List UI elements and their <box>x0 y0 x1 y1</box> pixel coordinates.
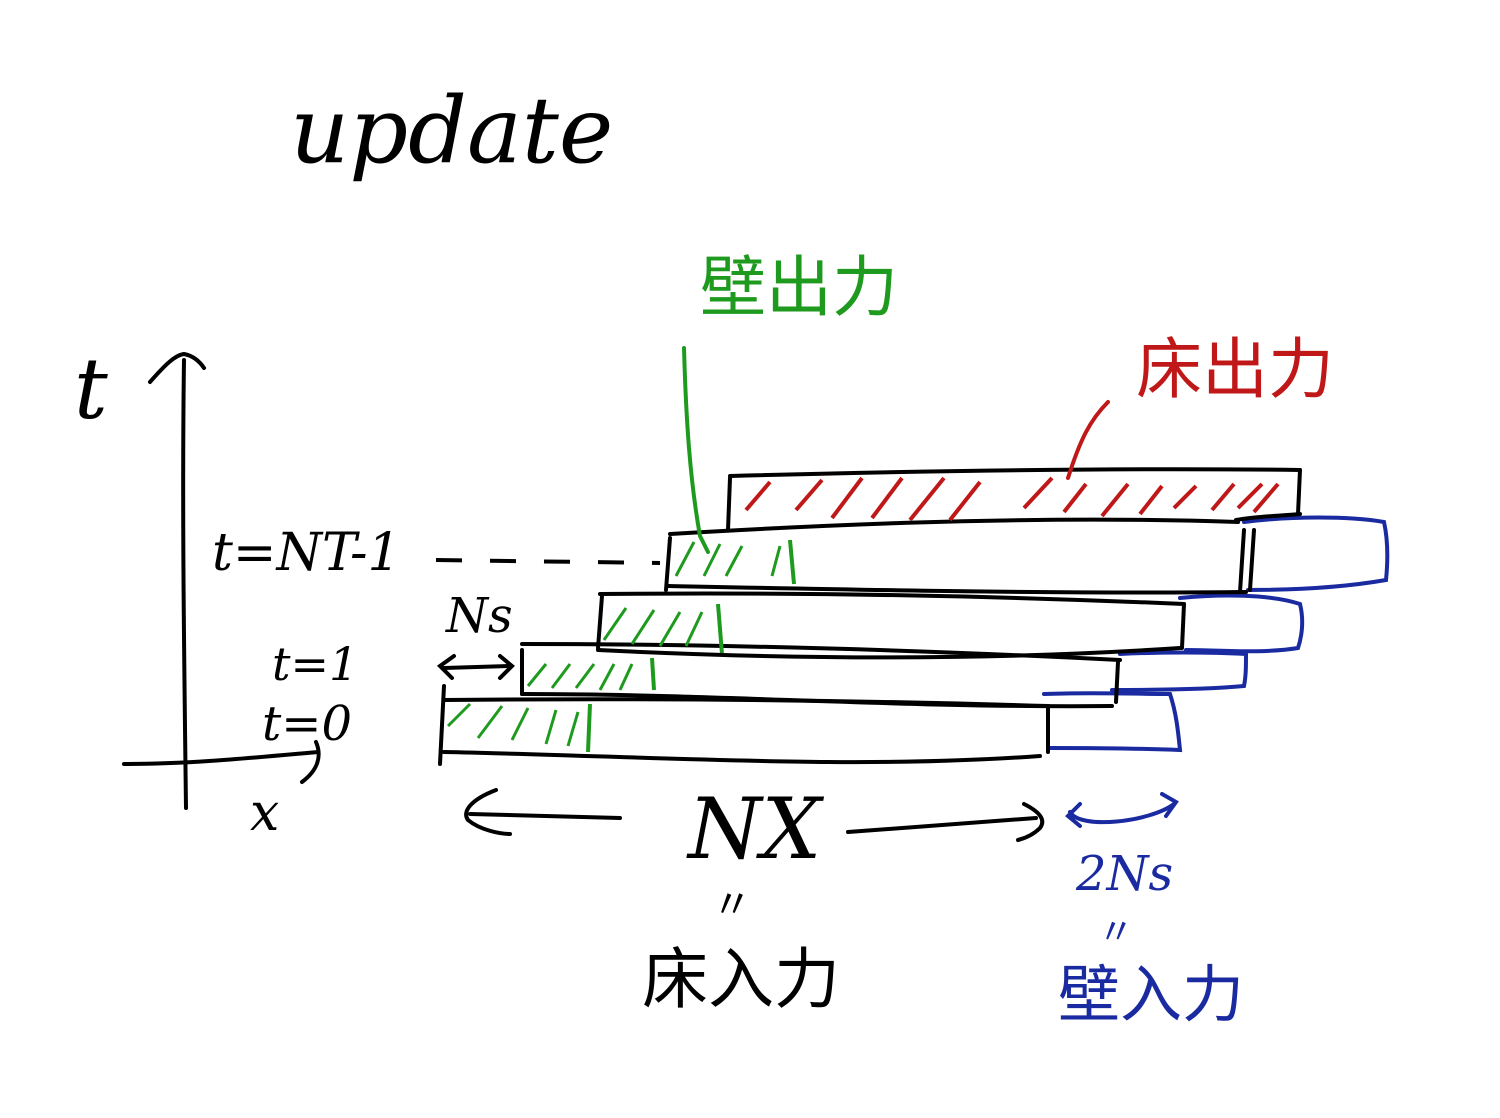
wall-input-label: 壁入力 <box>1058 958 1244 1031</box>
green-divider-t2 <box>716 603 724 655</box>
ns-label: Ns <box>445 588 513 644</box>
x-axis <box>122 740 321 784</box>
row-label-t0: t=0 <box>262 696 352 752</box>
two-ns-double-arrow <box>1065 792 1179 828</box>
row-t0 <box>438 684 1183 766</box>
red-block-outline <box>726 467 1302 532</box>
floor-output-leader <box>1066 400 1110 480</box>
wall-output-leader <box>682 346 710 554</box>
blue-box-t2 <box>1178 593 1305 654</box>
ns-double-arrow <box>436 654 515 680</box>
row-label-t1: t=1 <box>272 637 358 691</box>
t-axis <box>148 351 206 810</box>
green-hatch-t1 <box>526 663 634 691</box>
row-t2 <box>596 591 1305 660</box>
black-row-tlast <box>664 517 1256 595</box>
green-hatch-t0 <box>446 702 580 747</box>
green-hatch-t2 <box>602 607 704 647</box>
blue-box-tlast <box>1242 515 1390 592</box>
title-text: update <box>290 77 613 184</box>
nx-label: NX <box>686 780 825 878</box>
floor-output-label: 床出力 <box>1136 331 1334 408</box>
black-row-t2 <box>596 591 1186 660</box>
green-divider-tlast <box>788 539 796 585</box>
row-label-tlast: t=NT-1 <box>212 523 401 583</box>
blue-box-t0 <box>1042 691 1183 753</box>
green-divider-t0 <box>586 703 592 753</box>
red-block <box>726 467 1302 532</box>
red-hatch <box>744 476 1280 522</box>
blue-box-t1 <box>1110 650 1249 692</box>
row-tlast <box>664 515 1390 595</box>
t-axis-label: t <box>74 340 108 438</box>
green-hatch-tlast <box>674 541 782 577</box>
x-axis-label: x <box>250 783 279 843</box>
nx-equals-mark: 〃 <box>712 882 752 928</box>
two-ns-equals-mark: 〃 <box>1098 912 1134 953</box>
green-divider-t1 <box>650 657 656 691</box>
tlast-dashed-guide <box>435 558 661 565</box>
two-ns-label: 2Ns <box>1075 846 1173 902</box>
wall-output-label: 壁出力 <box>700 249 898 326</box>
floor-input-label: 床入力 <box>642 941 840 1018</box>
nx-arrow-right <box>846 802 1045 842</box>
nx-arrow-left <box>464 788 622 836</box>
